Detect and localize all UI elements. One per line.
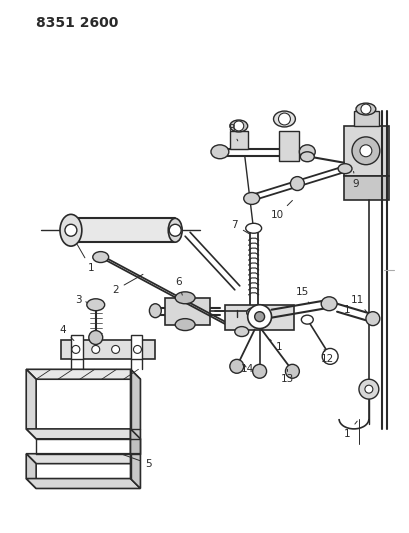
Polygon shape: [279, 131, 299, 161]
Polygon shape: [71, 219, 175, 242]
Ellipse shape: [229, 120, 247, 132]
Text: 1: 1: [336, 305, 349, 314]
Text: 1: 1: [343, 421, 356, 439]
Circle shape: [290, 176, 303, 190]
Text: 1: 1: [77, 245, 94, 273]
Polygon shape: [224, 305, 294, 329]
Text: 14: 14: [240, 364, 254, 374]
Ellipse shape: [299, 145, 315, 159]
Polygon shape: [26, 454, 140, 464]
Circle shape: [92, 345, 99, 353]
Text: 13: 13: [280, 369, 293, 384]
Ellipse shape: [320, 297, 336, 311]
Circle shape: [285, 365, 299, 378]
Circle shape: [72, 345, 80, 353]
Circle shape: [111, 345, 119, 353]
Text: 2: 2: [112, 274, 143, 295]
Circle shape: [321, 349, 337, 365]
Polygon shape: [343, 175, 388, 200]
Ellipse shape: [246, 308, 260, 318]
Text: 15: 15: [295, 287, 308, 304]
Circle shape: [252, 365, 266, 378]
Circle shape: [364, 385, 372, 393]
Ellipse shape: [168, 219, 182, 242]
Polygon shape: [130, 369, 140, 488]
Circle shape: [351, 137, 379, 165]
Text: 8351 2600: 8351 2600: [36, 15, 118, 30]
Ellipse shape: [60, 214, 82, 246]
Polygon shape: [26, 479, 140, 488]
Ellipse shape: [243, 192, 259, 205]
Text: 6: 6: [175, 277, 182, 295]
Polygon shape: [130, 429, 140, 454]
Ellipse shape: [175, 319, 195, 330]
Circle shape: [133, 345, 141, 353]
Polygon shape: [26, 369, 36, 439]
Circle shape: [247, 305, 271, 328]
Text: 1: 1: [269, 340, 282, 352]
Ellipse shape: [211, 145, 228, 159]
Circle shape: [278, 113, 290, 125]
Polygon shape: [26, 454, 36, 488]
Circle shape: [360, 104, 370, 114]
Circle shape: [233, 121, 243, 131]
Polygon shape: [26, 369, 140, 379]
Ellipse shape: [149, 304, 161, 318]
Text: 11: 11: [349, 295, 366, 312]
Text: 8: 8: [228, 124, 237, 141]
Ellipse shape: [87, 299, 104, 311]
Ellipse shape: [234, 327, 248, 336]
Circle shape: [65, 224, 76, 236]
Text: 10: 10: [270, 200, 292, 220]
Polygon shape: [130, 335, 142, 359]
Polygon shape: [343, 126, 388, 175]
Ellipse shape: [301, 315, 312, 324]
Ellipse shape: [355, 103, 375, 115]
Text: 5: 5: [123, 455, 151, 469]
Ellipse shape: [300, 152, 313, 161]
Polygon shape: [26, 429, 140, 439]
Ellipse shape: [92, 252, 108, 263]
Circle shape: [169, 224, 181, 236]
Polygon shape: [229, 131, 247, 149]
Text: 4: 4: [60, 325, 74, 341]
Text: 7: 7: [231, 220, 249, 234]
Circle shape: [359, 145, 371, 157]
Text: 12: 12: [320, 350, 333, 365]
Ellipse shape: [245, 223, 261, 233]
Circle shape: [89, 330, 102, 344]
Polygon shape: [353, 111, 378, 126]
Polygon shape: [61, 340, 155, 359]
Ellipse shape: [365, 312, 379, 326]
Circle shape: [358, 379, 378, 399]
Ellipse shape: [175, 292, 195, 304]
Circle shape: [229, 359, 243, 373]
Text: 9: 9: [352, 172, 358, 189]
Text: 3: 3: [75, 295, 82, 305]
Ellipse shape: [337, 164, 351, 174]
Circle shape: [254, 312, 264, 321]
Polygon shape: [71, 335, 83, 359]
Polygon shape: [165, 298, 209, 325]
Ellipse shape: [273, 111, 294, 127]
